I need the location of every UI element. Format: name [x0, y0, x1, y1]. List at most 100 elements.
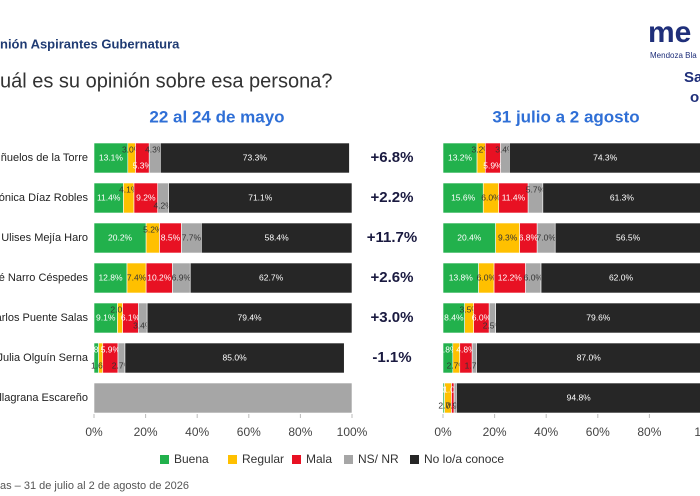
legend-swatch: [344, 455, 353, 464]
change-label: +3.0%: [371, 309, 414, 326]
value-label: 1.0%: [443, 384, 463, 394]
value-label: 94.8%: [567, 392, 592, 402]
value-label: 12.8%: [98, 272, 123, 282]
legend-label: Buena: [174, 452, 209, 466]
value-label: 3.2%: [471, 144, 491, 154]
value-label: 5.2%: [143, 224, 163, 234]
legend-label: NS/ NR: [358, 452, 399, 466]
bar-segment: [509, 142, 700, 174]
value-label: 0.: [440, 384, 447, 394]
value-label: 11.4%: [502, 192, 526, 202]
bar-segment: [456, 382, 700, 414]
chart-title: 31 julio a 2 agosto: [492, 107, 639, 126]
bar-segment: [145, 262, 173, 294]
x-tick-label: 10: [694, 425, 700, 439]
value-label: 85.0%: [223, 352, 248, 362]
value-label: 4.3%: [145, 144, 165, 154]
value-label: 3.0%: [122, 144, 142, 154]
value-label: 3.4%: [133, 320, 153, 330]
value-label: 6.0%: [524, 272, 544, 282]
value-label: 2.7%: [447, 360, 467, 370]
chart-title: 22 al 24 de mayo: [149, 107, 284, 126]
value-label: 2.5%: [483, 320, 503, 330]
value-label: 6.8%: [519, 232, 539, 242]
value-label: 62.0%: [609, 272, 634, 282]
value-label: 7.7%: [182, 232, 202, 242]
change-label: +6.8%: [371, 149, 414, 166]
x-tick-label: 0%: [434, 425, 452, 439]
logo-sub: Mendoza Bla: [650, 51, 697, 60]
value-label: 87.0%: [577, 352, 602, 362]
x-tick-label: 100%: [337, 425, 368, 439]
bar-segment: [476, 342, 700, 374]
value-label: 3.5%: [459, 304, 479, 314]
bar-segment: [442, 262, 479, 294]
change-label: -1.1%: [372, 349, 411, 366]
legend-swatch: [292, 455, 301, 464]
value-label: 12.2%: [498, 272, 523, 282]
value-label: 7.4%: [127, 272, 147, 282]
bar-segment: [189, 262, 353, 294]
x-tick-label: 20%: [134, 425, 158, 439]
value-label: 2.7%: [112, 360, 132, 370]
value-label: 0.9%: [446, 400, 466, 410]
bar-segment: [93, 262, 128, 294]
value-label: 13.1%: [99, 152, 124, 162]
value-label: 1.8%: [87, 344, 107, 354]
value-label: 13.8%: [449, 272, 474, 282]
category-label: Julia Olguín Serna: [0, 352, 89, 364]
value-label: 6.0%: [472, 312, 492, 322]
logo: me: [648, 16, 691, 49]
bar-segment: [554, 222, 700, 254]
value-label: 20.2%: [108, 232, 133, 242]
bar-segment: [93, 222, 147, 254]
value-label: 58.4%: [265, 232, 290, 242]
value-label: 6.9%: [172, 272, 192, 282]
category-label: ñuelos de la Torre: [1, 152, 88, 164]
value-label: 9.3%: [498, 232, 518, 242]
value-label: 11.4%: [97, 192, 121, 202]
value-label: 5.3%: [133, 160, 153, 170]
value-label: 5.7%: [526, 184, 546, 194]
value-label: 1.6%: [91, 360, 111, 370]
category-label: rónica Díaz Robles: [0, 192, 88, 204]
value-label: 74.3%: [593, 152, 618, 162]
value-label: 73.3%: [243, 152, 268, 162]
value-label: 5.9%: [101, 344, 121, 354]
value-label: 61.3%: [610, 192, 635, 202]
x-tick-label: 80%: [288, 425, 312, 439]
bar-segment: [124, 342, 345, 374]
value-label: 4.1%: [119, 184, 139, 194]
value-label: 15.6%: [451, 192, 476, 202]
change-label: +2.6%: [371, 269, 414, 286]
x-tick-label: 40%: [534, 425, 558, 439]
value-label: 79.6%: [586, 312, 611, 322]
bar-segment: [160, 142, 350, 174]
value-label: 79.4%: [238, 312, 263, 322]
value-label: 10.2%: [147, 272, 172, 282]
legend-swatch: [228, 455, 237, 464]
legend-label: Mala: [306, 452, 332, 466]
value-label: 9.1%: [96, 312, 116, 322]
bar-segment: [540, 262, 700, 294]
value-label: 8.5%: [161, 232, 181, 242]
value-label: 2.7%: [438, 400, 458, 410]
value-label: 6.1%: [121, 312, 141, 322]
value-label: 1.7%: [465, 360, 485, 370]
bar-segment: [498, 182, 529, 214]
value-label: 4.2%: [153, 200, 173, 210]
value-label: 20.4%: [457, 232, 482, 242]
x-tick-label: 40%: [185, 425, 209, 439]
value-label: 71.1%: [248, 192, 273, 202]
bar-segment: [493, 262, 526, 294]
value-label: 7.0%: [537, 232, 557, 242]
x-tick-label: 60%: [237, 425, 261, 439]
value-label: 6.0%: [481, 192, 501, 202]
category-label: Ulises Mejía Haro: [1, 232, 88, 244]
bar-segment: [93, 182, 124, 214]
bar-segment: [542, 182, 700, 214]
bar-segment: [442, 182, 484, 214]
legend-label: Regular: [242, 452, 284, 466]
x-tick-label: 80%: [637, 425, 661, 439]
value-label: 62.7%: [259, 272, 284, 282]
